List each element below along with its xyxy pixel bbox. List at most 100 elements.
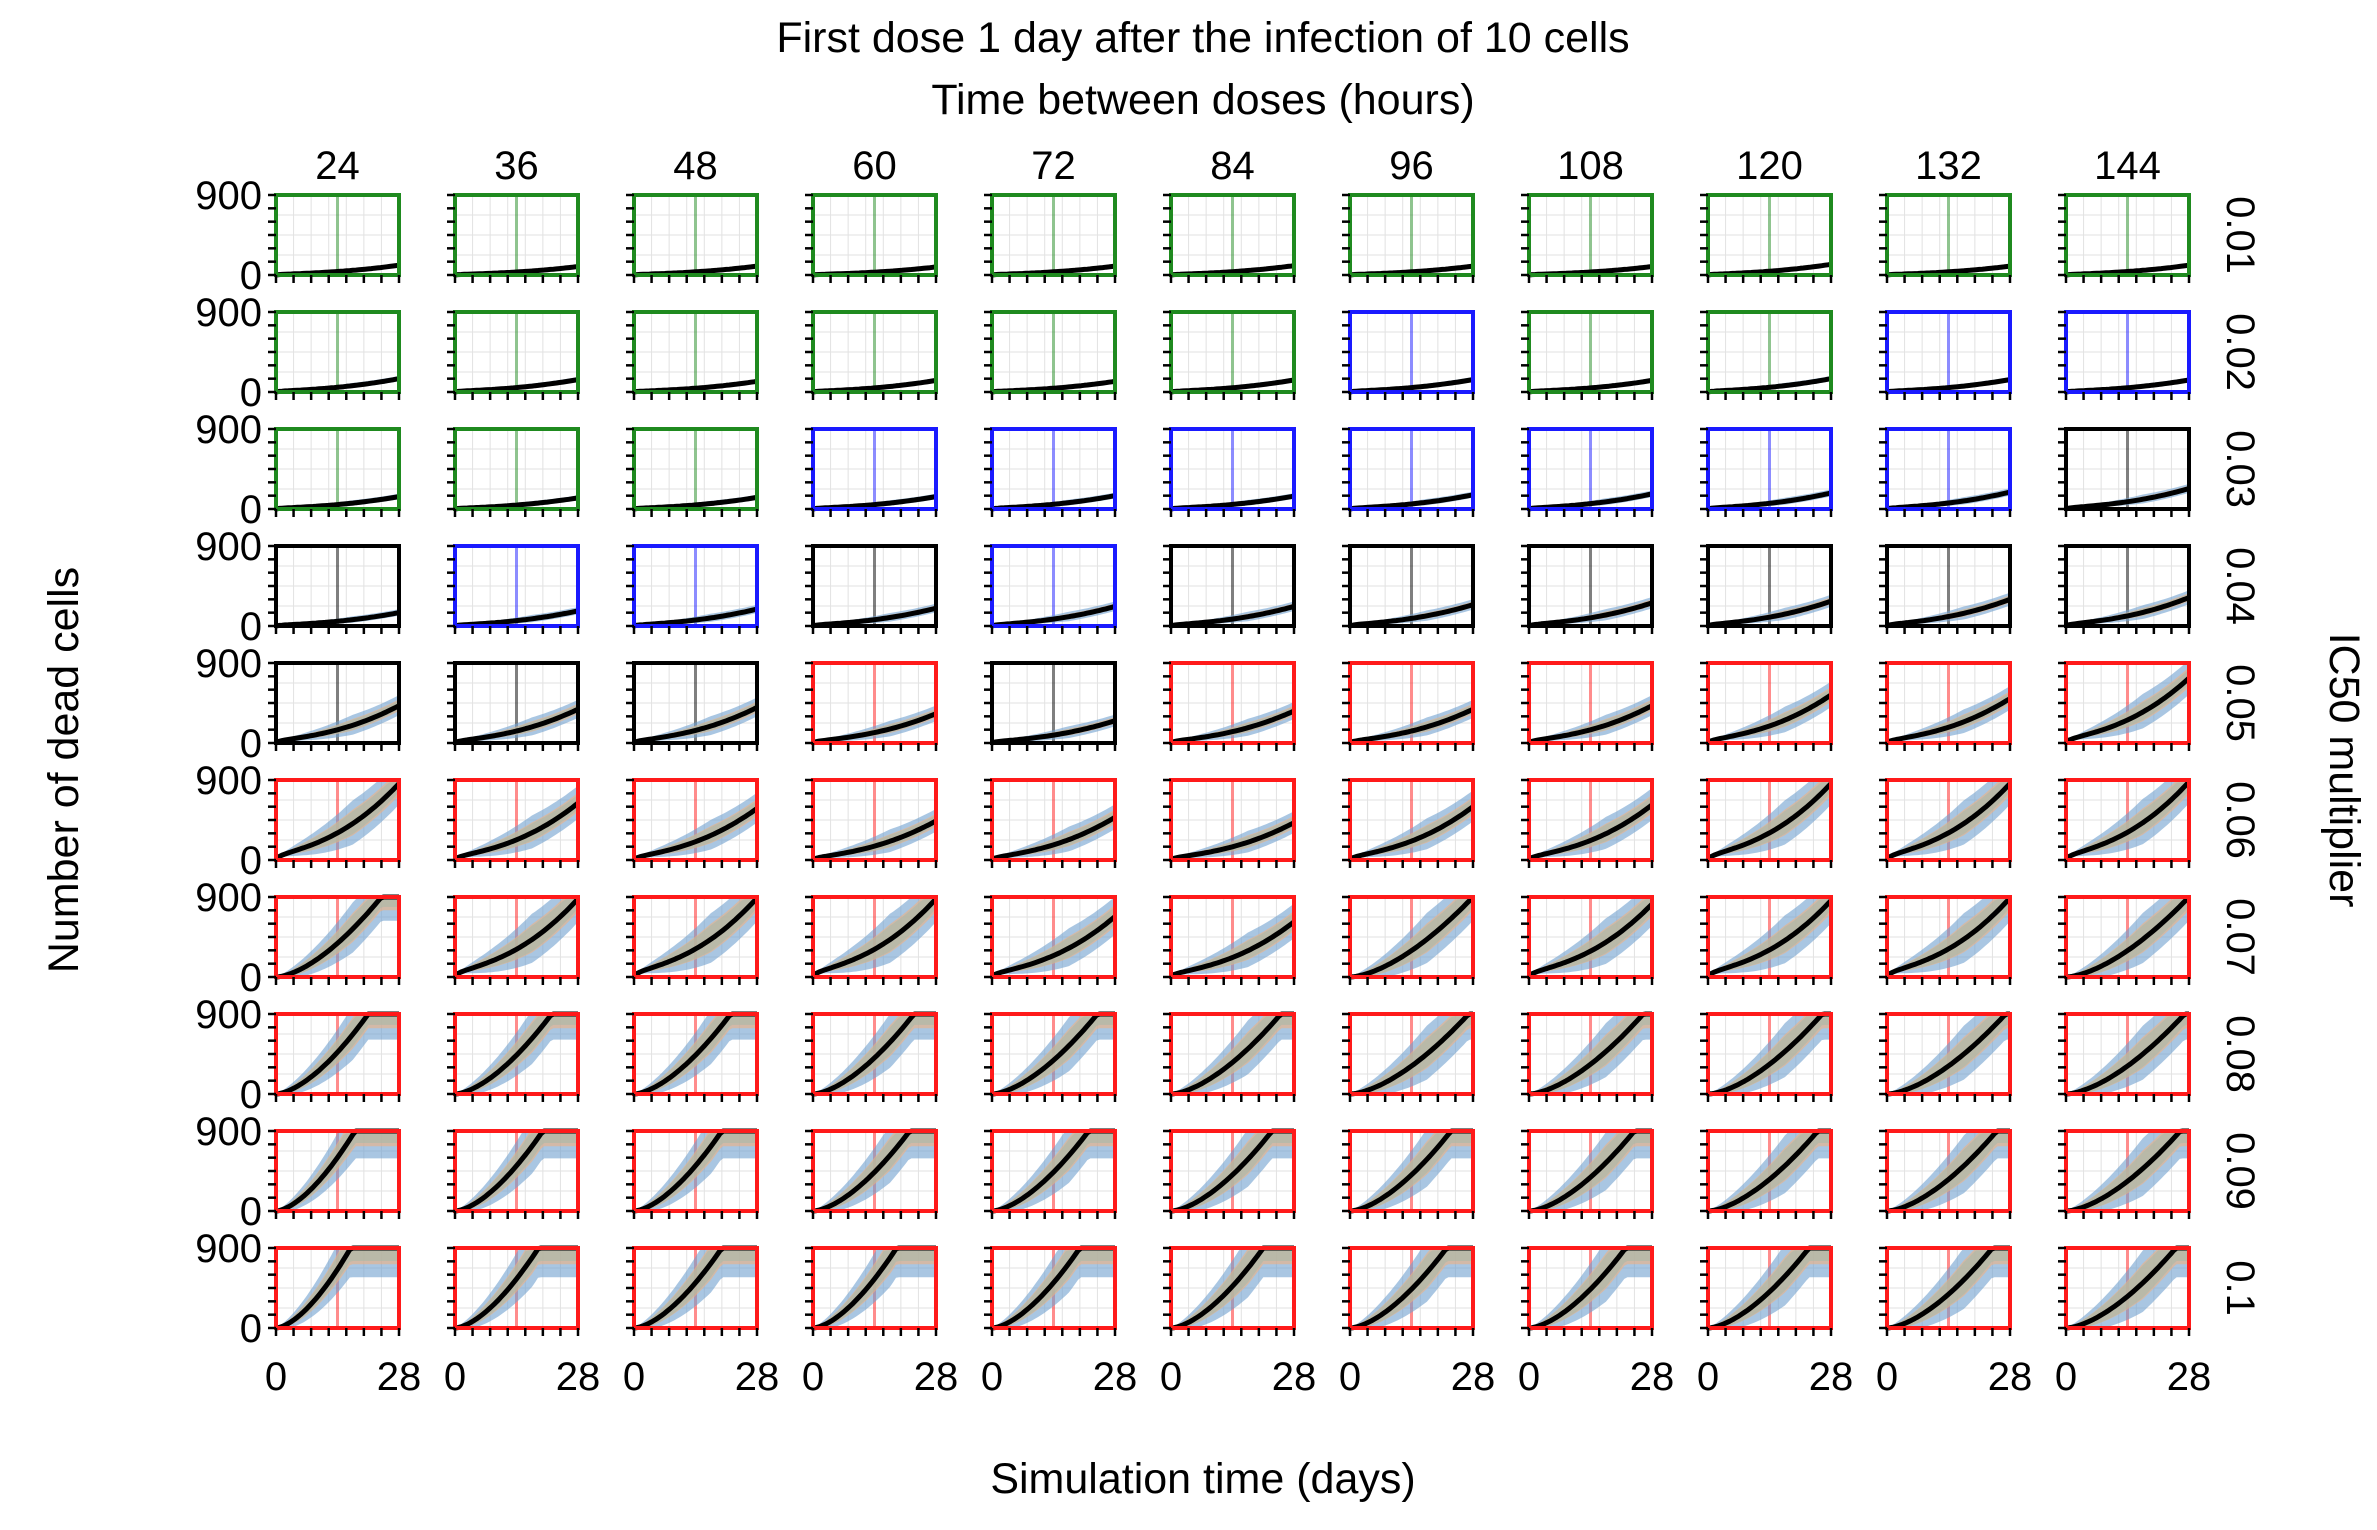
series-band-a [1171, 903, 1294, 977]
column-header: 144 [2094, 144, 2161, 188]
row-label: 0.07 [2218, 898, 2262, 976]
mean-line [1885, 896, 2012, 979]
panel [626, 427, 759, 517]
series-band-c [1350, 1016, 1473, 1094]
series-band-c [1887, 1016, 2010, 1094]
panel [805, 1128, 938, 1219]
x-tick-label: 28 [1272, 1355, 1317, 1399]
row-label: 0.01 [2218, 196, 2262, 274]
mean-line [812, 605, 937, 629]
panel [1879, 895, 2012, 985]
mean-line [1169, 919, 1296, 979]
panel [1521, 661, 1654, 751]
panel: 900 0 [195, 408, 401, 532]
row-label: 0.02 [2218, 313, 2262, 391]
panel: 0 28 [1339, 1245, 1496, 1399]
panel [984, 1128, 1117, 1219]
panel [2058, 193, 2191, 283]
x-tick-label: 0 [623, 1355, 645, 1399]
x-tick-label: 0 [444, 1355, 466, 1399]
panel [1521, 1011, 1654, 1102]
panel [1163, 427, 1296, 517]
panel [1342, 427, 1475, 517]
row-label: 0.03 [2218, 430, 2262, 508]
panel [1342, 1011, 1475, 1102]
series-band-c [1887, 899, 2010, 977]
mean-line [2064, 676, 2191, 745]
y-tick-label: 900 [195, 993, 262, 1037]
panel [1342, 544, 1475, 634]
y-tick-label: 900 [195, 759, 262, 803]
panel: 0 28 [1697, 1245, 1853, 1399]
panel [1700, 310, 1833, 400]
panel: 900 0 [195, 993, 401, 1117]
panel: 0 28 [444, 1245, 600, 1399]
panel: 0 28 [1876, 1245, 2032, 1399]
mean-line [1170, 603, 1295, 629]
series-band-c [1350, 899, 1473, 977]
series-band-c [276, 899, 399, 977]
panel: 900 0 [195, 642, 401, 766]
panel [805, 310, 938, 400]
panel [984, 427, 1117, 517]
series-band-c [455, 1133, 578, 1211]
panel [984, 1011, 1117, 1102]
panel [805, 778, 938, 868]
mean-line [1527, 703, 1654, 746]
series-band-c [634, 899, 757, 977]
column-header: 84 [1210, 144, 1255, 188]
x-tick-label: 28 [1451, 1355, 1496, 1399]
panel: 0 28 [981, 1245, 1137, 1399]
mean-line [453, 706, 580, 746]
panel [626, 544, 759, 634]
panel [447, 193, 580, 283]
panel: 0 28 [2055, 1245, 2211, 1399]
panel: 900 0 [195, 525, 401, 649]
panel [626, 895, 759, 985]
chart-title: First dose 1 day after the infection of … [776, 14, 1629, 62]
panel [1163, 661, 1296, 751]
x-tick-label: 28 [914, 1355, 959, 1399]
panel [805, 1011, 938, 1102]
panel [1700, 778, 1833, 868]
panel [1521, 895, 1654, 985]
x-tick-label: 0 [1160, 1355, 1182, 1399]
y-tick-label: 0 [240, 488, 262, 532]
x-tick-label: 0 [1697, 1355, 1719, 1399]
column-header: 48 [673, 144, 718, 188]
mean-line [990, 914, 1117, 979]
y-tick-label: 0 [240, 1307, 262, 1351]
panel [984, 193, 1117, 283]
panel [626, 1011, 759, 1102]
panel [984, 544, 1117, 634]
y-tick-label: 900 [195, 408, 262, 452]
panel [2058, 1011, 2191, 1102]
mean-line [1169, 708, 1296, 746]
series-band-c [1708, 782, 1831, 860]
mean-line [1886, 489, 2011, 512]
panel [1879, 1011, 2012, 1102]
mean-line [1706, 781, 1833, 862]
row-label: 0.04 [2218, 547, 2262, 625]
x-axis-label: Simulation time (days) [990, 1455, 1415, 1503]
column-header: 120 [1736, 144, 1803, 188]
y-axis-label: Number of dead cells [40, 567, 88, 973]
y-tick-label: 0 [240, 1190, 262, 1234]
column-header: 72 [1031, 144, 1076, 188]
y-tick-label: 900 [195, 174, 262, 218]
panel: 0 28 [623, 1245, 779, 1399]
panel [1163, 310, 1296, 400]
series-band-c [813, 899, 936, 977]
panel: 900 0 [195, 291, 401, 415]
panel [1521, 1128, 1654, 1219]
mean-line [632, 896, 759, 979]
mean-line [453, 801, 580, 862]
series-band-b [1708, 780, 1831, 860]
series-band-c [2066, 1016, 2189, 1094]
x-tick-label: 0 [802, 1355, 824, 1399]
panel [1521, 310, 1654, 400]
mean-line [2065, 595, 2190, 629]
panel: 900 00 28 [195, 1227, 421, 1399]
mean-line [1707, 1011, 1831, 1097]
